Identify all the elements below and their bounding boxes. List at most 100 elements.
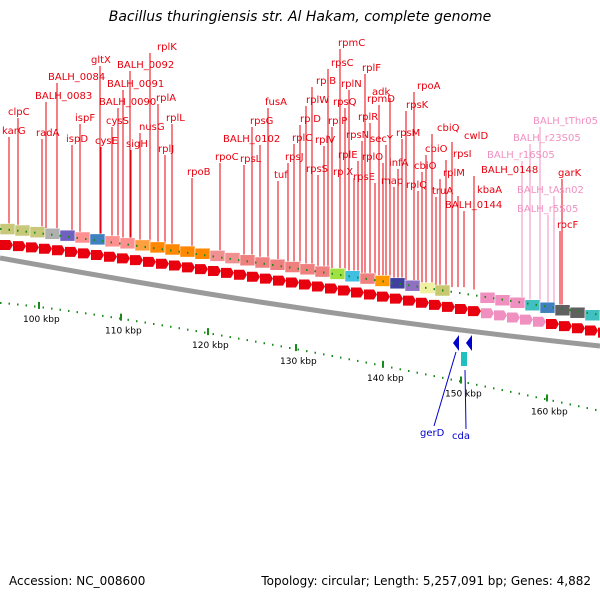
gene-label: rplX [333,167,353,178]
minor-tick [297,267,299,270]
minor-tick [204,254,206,257]
gene-arrow [481,308,494,319]
gene-label: rplP [328,116,347,127]
minor-tick [578,405,580,408]
minor-tick [535,303,537,306]
scale-label: 130 kbp [280,357,317,367]
gene-arrow [585,325,598,336]
gene-arrow [130,255,143,266]
accession-label: Accession: NC_008600 [9,574,146,588]
gene-arrow [221,267,234,278]
feature-block [89,233,106,246]
minor-tick [459,380,461,383]
minor-tick [93,313,95,316]
feature-block [0,223,16,235]
minor-tick [399,368,401,371]
minor-tick [85,312,87,315]
gene-label: BALH_0148 [481,165,538,176]
minor-tick [178,327,180,330]
minor-tick [578,310,580,313]
gene-arrow [78,248,91,259]
minor-tick [450,378,452,381]
minor-tick [289,346,291,349]
minor-tick [416,371,418,374]
scale-label: 160 kbp [531,407,568,417]
gene-arrow [455,304,468,315]
gene-arrow [169,260,182,271]
minor-tick [348,358,350,361]
minus-gene-arrow [453,335,459,351]
gene-label: garK [558,168,582,179]
minor-tick [510,390,512,393]
minus-gene-arrow [466,335,472,351]
gene-arrow [507,312,520,323]
minor-tick [595,408,597,411]
gene-arrow [0,240,13,250]
minor-tick [170,249,172,252]
gene-arrow [91,250,104,261]
gene-arrow [546,318,559,329]
gene-arrow [377,291,390,302]
minor-tick [17,303,19,306]
minor-tick [289,266,291,269]
major-tick [460,376,462,384]
minor-tick [136,320,138,323]
minus-strand-genes: gerD cda [420,335,472,442]
minus-gene-connector [433,351,457,427]
minor-tick [544,398,546,401]
minor-tick [238,337,240,340]
minor-tick [25,230,27,233]
gene-label: truA [432,186,453,197]
gene-arrow [247,271,260,282]
minor-tick [221,334,223,337]
scale-label: 140 kbp [367,374,404,384]
minor-tick [340,356,342,359]
gene-label: rpoC [215,152,239,163]
major-tick [382,360,384,368]
gene-arrow [234,269,247,280]
feature-block [164,243,181,256]
gene-label: rplM [443,168,465,179]
gene-label: fusA [265,97,287,108]
minor-tick [161,248,163,251]
minor-tick [238,259,240,262]
minor-tick [144,245,146,248]
minor-tick [314,270,316,273]
feature-block [569,306,586,319]
minor-tick [561,307,563,310]
minor-tick [187,328,189,331]
gene-arrow [13,241,26,252]
minor-tick [34,305,36,308]
major-tick [120,313,122,321]
genome-summary: Topology: circular; Length: 5,257,091 bp… [261,574,591,588]
feature-block [149,241,166,254]
minor-tick [331,272,333,275]
minor-tick [365,277,367,280]
minor-tick [144,321,146,324]
scale-labels: 100 kbp 110 kbp 120 kbp 130 kbp 140 kbp 150 k… [23,315,568,418]
gene-label: rpsN [346,130,369,141]
minor-tick [391,281,393,284]
gene-arrow [260,273,273,284]
minor-tick [459,292,461,295]
minor-tick [76,311,78,314]
gene-label: rpoA [417,81,441,92]
minor-tick [586,407,588,410]
minor-tick [374,279,376,282]
gene-arrow [520,314,533,325]
gene-label: rpsI [453,149,472,160]
gene-label: rplL [166,113,185,124]
minor-tick [518,392,520,395]
gene-label: cysE [95,136,118,147]
gene-label: rplC [292,133,312,144]
gene-label: rplO [362,152,383,163]
gene-arrow [351,287,364,298]
gene-arrow [26,242,39,253]
gene-label: nusG [139,122,165,133]
gene-arrow [39,243,52,254]
scale-ticks [0,228,597,411]
gene-label: gltX [91,55,111,66]
minor-tick [119,317,121,320]
minor-tick [246,260,248,263]
